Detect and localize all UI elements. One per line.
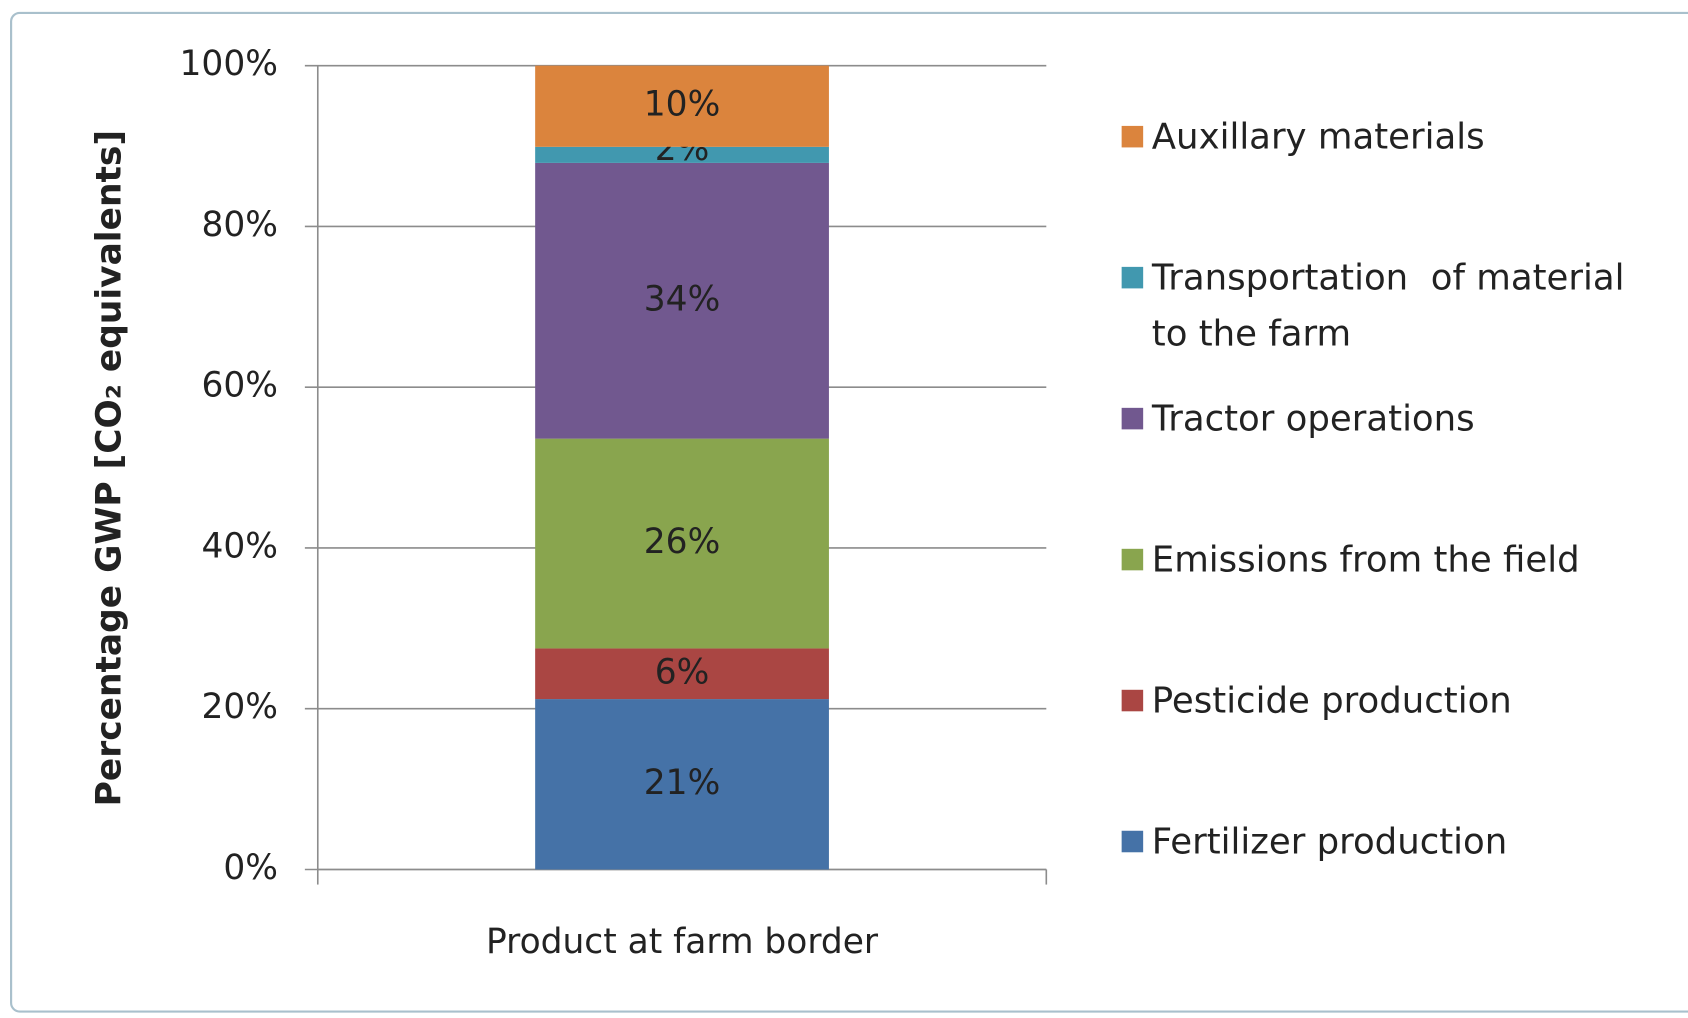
bar-segment — [535, 162, 829, 439]
bar-segment — [535, 146, 829, 163]
y-axis-label: Percentage GWP [CO₂ equivalents] — [90, 130, 130, 807]
data-label: 34% — [644, 279, 721, 319]
legend-entry: Fertilizer production — [1151, 819, 1508, 862]
legend-label: Transportation of material to the farm — [1151, 256, 1636, 355]
legend-label: Auxillary materials — [1151, 115, 1485, 158]
y-tick-label: 40% — [201, 526, 278, 566]
legend-label: Tractor operations — [1151, 397, 1475, 440]
bar-segment — [535, 648, 829, 700]
y-tick-label: 80% — [201, 205, 278, 245]
y-tick-label: 60% — [201, 366, 278, 406]
chart-frame — [10, 11, 1688, 1013]
legend-swatch — [1121, 689, 1144, 712]
legend-entry: Tractor operations — [1151, 397, 1475, 440]
data-label: 26% — [644, 522, 721, 562]
data-label: 21% — [644, 763, 721, 803]
legend-label: Emissions from the field — [1151, 538, 1580, 581]
legend-swatch — [1121, 548, 1144, 571]
x-tick-label: Product at farm border — [486, 922, 879, 962]
y-tick-label: 0% — [223, 848, 278, 888]
y-tick-label: 100% — [180, 44, 278, 84]
legend-swatch — [1121, 830, 1144, 853]
legend-entry: Pesticide production — [1151, 679, 1512, 721]
legend-entry: Auxillary materials — [1151, 115, 1485, 158]
legend-swatch — [1121, 407, 1144, 430]
data-label: 10% — [644, 85, 721, 125]
legend-entry: Emissions from the field — [1151, 538, 1580, 581]
legend-label: Fertilizer production — [1151, 819, 1508, 862]
bar-segment — [535, 699, 829, 870]
bar-segment — [535, 438, 829, 649]
legend-label: Pesticide production — [1151, 679, 1512, 721]
legend-swatch — [1121, 266, 1144, 289]
legend-entry: Transportation of material to the farm — [1151, 256, 1636, 355]
data-label: 6% — [655, 652, 710, 692]
legend-swatch — [1121, 125, 1144, 148]
bar-segment — [535, 65, 829, 147]
y-tick-label: 20% — [201, 687, 278, 727]
